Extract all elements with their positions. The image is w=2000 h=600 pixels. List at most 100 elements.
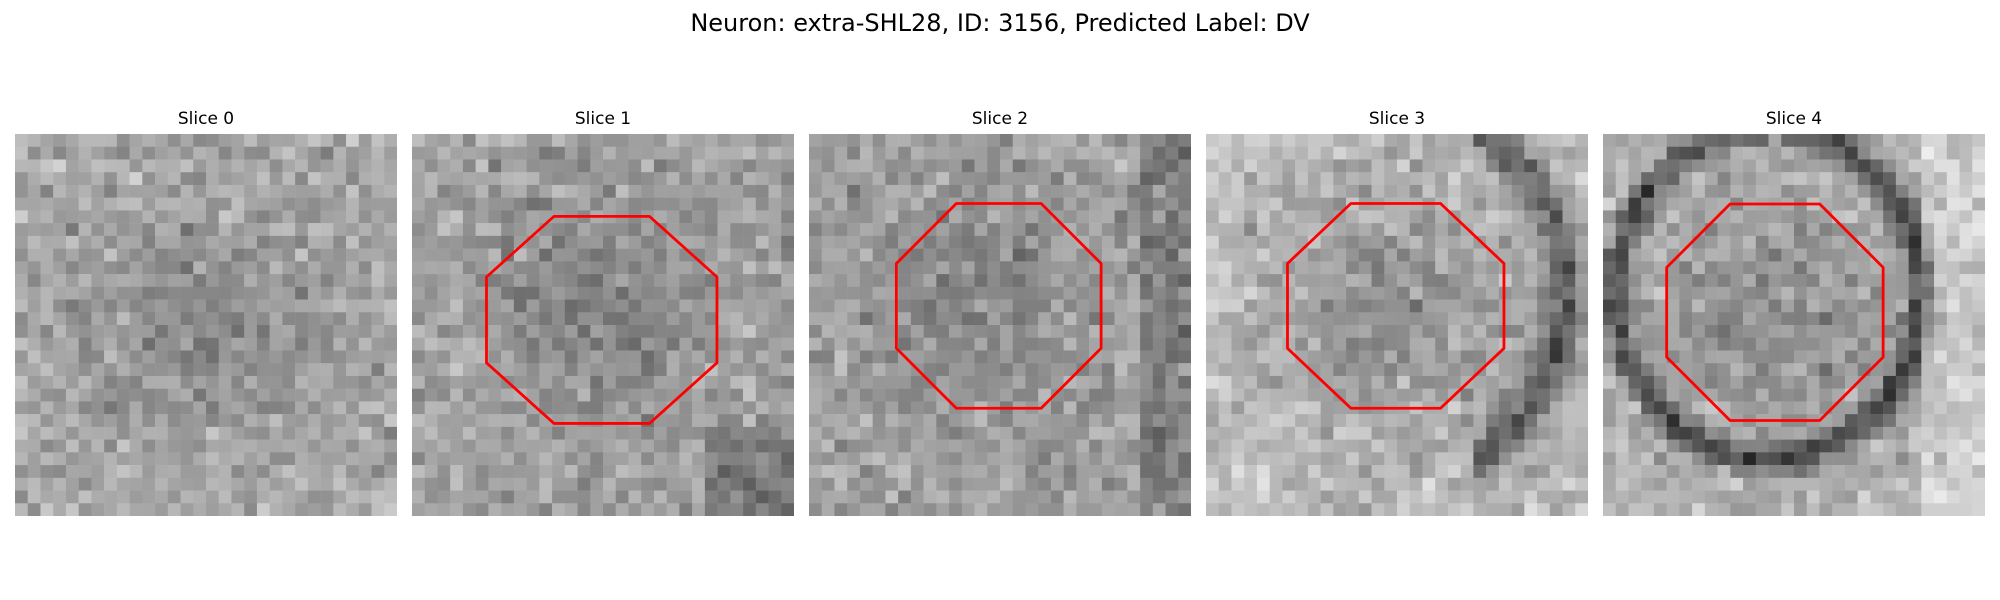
pixel xyxy=(450,312,464,326)
pixel xyxy=(1206,248,1219,262)
pixel xyxy=(1641,274,1655,288)
pixel xyxy=(1857,159,1871,173)
roi-outline xyxy=(485,214,719,425)
pixel xyxy=(269,490,283,504)
pixel xyxy=(1768,134,1782,147)
pixel xyxy=(1717,184,1731,198)
pixel xyxy=(526,452,540,466)
pixel xyxy=(1615,477,1629,491)
pixel xyxy=(1908,439,1922,453)
pixel xyxy=(1959,274,1973,288)
pixel xyxy=(1730,172,1744,186)
pixel xyxy=(1256,426,1270,440)
pixel xyxy=(1397,426,1410,440)
pixel xyxy=(1819,375,1833,389)
pixel xyxy=(1679,503,1693,516)
pixel xyxy=(1256,210,1270,224)
pixel xyxy=(743,503,757,516)
pixel xyxy=(1641,134,1655,147)
pixel xyxy=(1498,172,1512,186)
slice-image-4 xyxy=(1603,134,1985,516)
pixel xyxy=(1000,490,1013,504)
pixel xyxy=(1549,388,1563,402)
pixel xyxy=(781,503,794,516)
pixel xyxy=(40,286,54,300)
pixel xyxy=(450,388,464,402)
pixel xyxy=(717,184,731,198)
pixel xyxy=(910,503,924,516)
pixel xyxy=(1178,223,1191,237)
pixel xyxy=(1447,439,1461,453)
pixel xyxy=(1603,223,1616,237)
pixel xyxy=(218,388,232,402)
pixel xyxy=(898,325,912,338)
pixel xyxy=(437,286,451,300)
pixel xyxy=(615,439,629,453)
pixel xyxy=(1025,414,1039,428)
pixel xyxy=(1358,503,1372,516)
pixel xyxy=(1498,337,1512,351)
pixel xyxy=(1743,350,1757,364)
pixel xyxy=(1549,350,1563,364)
pixel xyxy=(180,426,194,440)
pixel xyxy=(1320,299,1334,313)
pixel xyxy=(1844,299,1858,313)
pixel xyxy=(1857,503,1871,516)
pixel xyxy=(333,337,347,351)
pixel xyxy=(1717,248,1731,262)
pixel xyxy=(1781,146,1795,160)
pixel xyxy=(1140,223,1154,237)
pixel xyxy=(1178,401,1191,415)
pixel xyxy=(1012,134,1026,147)
pixel xyxy=(577,286,591,300)
pixel xyxy=(539,146,553,160)
pixel xyxy=(1972,414,1985,428)
pixel xyxy=(1679,172,1693,186)
pixel xyxy=(974,261,988,275)
pixel xyxy=(743,172,757,186)
pixel xyxy=(1870,490,1884,504)
pixel xyxy=(437,299,451,313)
pixel xyxy=(1908,414,1922,428)
pixel xyxy=(1409,465,1423,479)
pixel xyxy=(1025,299,1039,313)
pixel xyxy=(1717,465,1731,479)
pixel xyxy=(180,363,194,377)
pixel xyxy=(910,159,924,173)
pixel xyxy=(1282,414,1296,428)
pixel xyxy=(256,159,270,173)
pixel xyxy=(1870,286,1884,300)
pixel xyxy=(1320,477,1334,491)
pixel xyxy=(1781,172,1795,186)
pixel xyxy=(1089,452,1103,466)
pixel xyxy=(859,452,873,466)
pixel xyxy=(1114,325,1128,338)
pixel xyxy=(15,503,28,516)
pixel xyxy=(1063,350,1077,364)
pixel xyxy=(1972,312,1985,326)
pixel xyxy=(282,375,296,389)
pixel xyxy=(180,223,194,237)
pixel xyxy=(1511,235,1525,249)
pixel xyxy=(167,210,181,224)
pixel xyxy=(615,248,629,262)
pixel xyxy=(53,337,67,351)
pixel xyxy=(129,274,143,288)
pixel xyxy=(653,490,667,504)
pixel xyxy=(1921,184,1935,198)
pixel xyxy=(437,172,451,186)
pixel xyxy=(615,375,629,389)
pixel xyxy=(615,197,629,211)
pixel xyxy=(1603,286,1616,300)
pixel xyxy=(424,261,438,275)
pixel xyxy=(333,414,347,428)
pixel xyxy=(333,490,347,504)
pixel xyxy=(1076,197,1090,211)
pixel xyxy=(1743,146,1757,160)
pixel xyxy=(1012,452,1026,466)
pixel xyxy=(615,235,629,249)
pixel xyxy=(1679,274,1693,288)
pixel xyxy=(167,286,181,300)
pixel xyxy=(1307,159,1321,173)
pixel xyxy=(1358,325,1372,338)
